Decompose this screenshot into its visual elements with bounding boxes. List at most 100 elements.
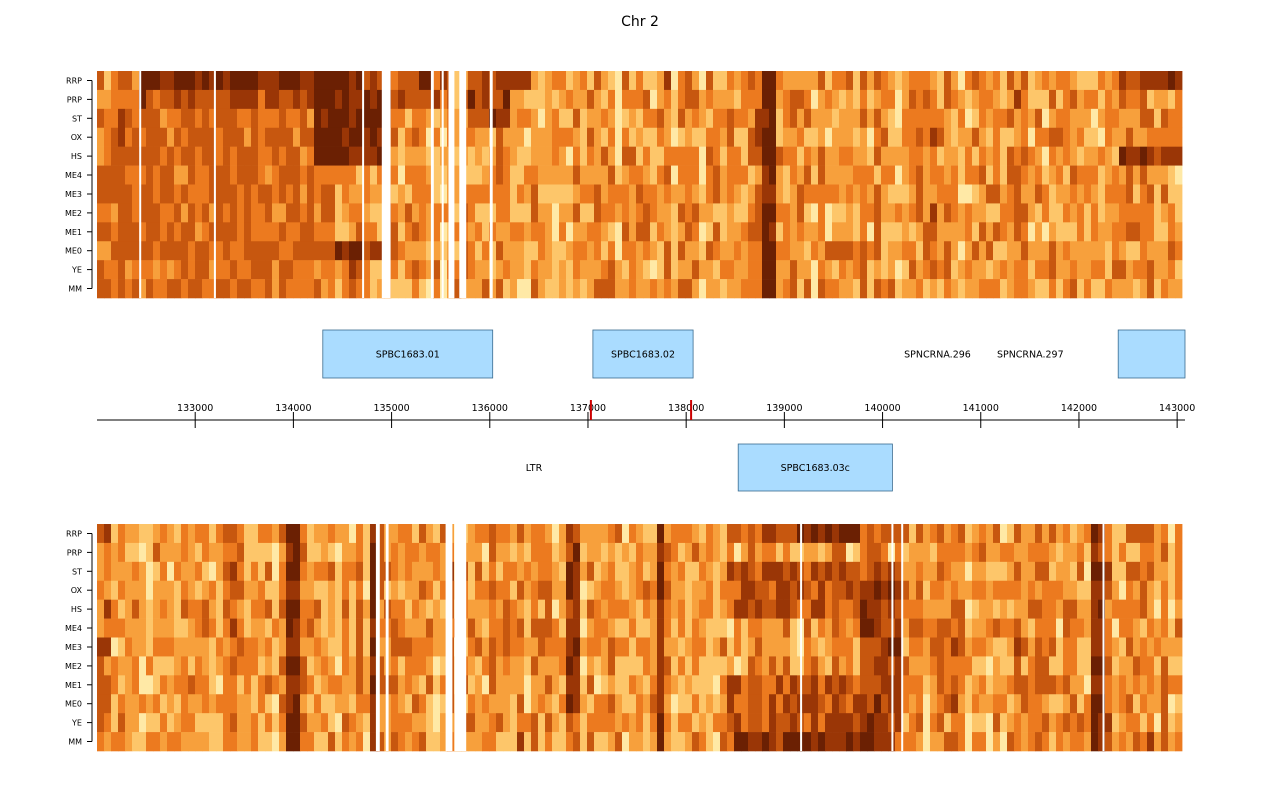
heatmap-cell [202,260,210,280]
heatmap-cell [993,241,1001,261]
heatmap-cell [713,203,721,223]
heatmap-cell [867,222,875,242]
heatmap-cell [839,146,847,166]
heatmap-cell [734,89,742,110]
heatmap-cell [923,203,931,223]
heatmap-cell [895,165,903,185]
heatmap-cell [909,108,917,129]
heatmap-cell [286,580,294,600]
heatmap-cell [699,127,707,147]
heatmap-cell [104,89,112,110]
heatmap-cell [335,146,343,166]
heatmap-cell [979,71,987,91]
heatmap-cell [545,675,553,695]
heatmap-cell [496,108,504,129]
heatmap-cell [167,580,175,600]
heatmap-cell [524,713,532,733]
heatmap-cell [181,241,189,261]
heatmap-cell [97,260,105,280]
heatmap-cell [937,675,945,695]
heatmap-cell [538,599,546,619]
heatmap-cell [517,71,525,91]
heatmap-cell [517,637,525,657]
heatmap-cell [188,732,196,752]
heatmap-cell [139,732,147,752]
heatmap-cell [489,241,497,261]
heatmap-cell [97,637,105,657]
heatmap-cell [706,71,714,91]
heatmap-cell [391,561,399,582]
heatmap-cell [685,184,693,204]
heatmap-cell [937,165,945,185]
row-label: ST [72,567,82,576]
heatmap-cell [356,89,364,110]
heatmap-cell [1084,542,1092,563]
heatmap-cell [454,184,462,204]
heatmap-cell [902,165,910,185]
heatmap-cell [160,241,168,261]
heatmap-cell [272,260,280,280]
heatmap-cell [307,108,315,129]
heatmap-cell [363,184,371,204]
heatmap-cell [979,599,987,619]
heatmap-cell [678,165,686,185]
heatmap-cell [286,618,294,638]
heatmap-cell [1119,146,1127,166]
heatmap-cell [1112,89,1120,110]
heatmap-cell [1161,524,1169,544]
heatmap-cell [811,637,819,657]
heatmap-cell [1161,656,1169,676]
heatmap-cell [587,260,595,280]
heatmap-cell [111,656,119,676]
heatmap-cell [559,675,567,695]
heatmap-cell [398,580,406,600]
heatmap-cell [566,732,574,752]
heatmap-cell [846,713,854,733]
heatmap-cell [237,279,245,299]
heatmap-cell [482,675,490,695]
heatmap-cell [321,542,329,563]
heatmap-cell [888,222,896,242]
heatmap-cell [538,580,546,600]
heatmap-cell [258,694,266,714]
heatmap-cell [776,599,784,619]
heatmap-cell [125,165,133,185]
heatmap-cell [587,713,595,733]
heatmap-cell [1168,108,1176,129]
heatmap-cell [811,222,819,242]
heatmap-cell [517,146,525,166]
heatmap-cell [244,127,252,147]
heatmap-cell [734,260,742,280]
heatmap-cell [489,71,497,91]
heatmap-cell [1175,732,1183,752]
heatmap-cell [125,184,133,204]
heatmap-cell [223,599,231,619]
heatmap-cell [783,222,791,242]
heatmap-cell [426,260,434,280]
heatmap-cell [944,675,952,695]
heatmap-cell [440,580,448,600]
heatmap-cell [1049,732,1057,752]
heatmap-cell [587,203,595,223]
heatmap-cell [174,524,182,544]
heatmap-cell [902,279,910,299]
heatmap-cell [188,279,196,299]
heatmap-cell [615,127,623,147]
heatmap-cell [251,165,259,185]
heatmap-cell [482,146,490,166]
heatmap-cell [363,146,371,166]
heatmap-cell [314,279,322,299]
heatmap-cell [818,732,826,752]
heatmap-cell [601,561,609,582]
heatmap-cell [811,241,819,261]
heatmap-cell [1140,713,1148,733]
heatmap-cell [391,542,399,563]
heatmap-cell [1049,713,1057,733]
heatmap-cell [111,279,119,299]
heatmap-cell [797,184,805,204]
heatmap-cell [265,108,273,129]
heatmap-cell [958,127,966,147]
heatmap-cell [713,713,721,733]
heatmap-cell [517,580,525,600]
heatmap-cell [335,656,343,676]
